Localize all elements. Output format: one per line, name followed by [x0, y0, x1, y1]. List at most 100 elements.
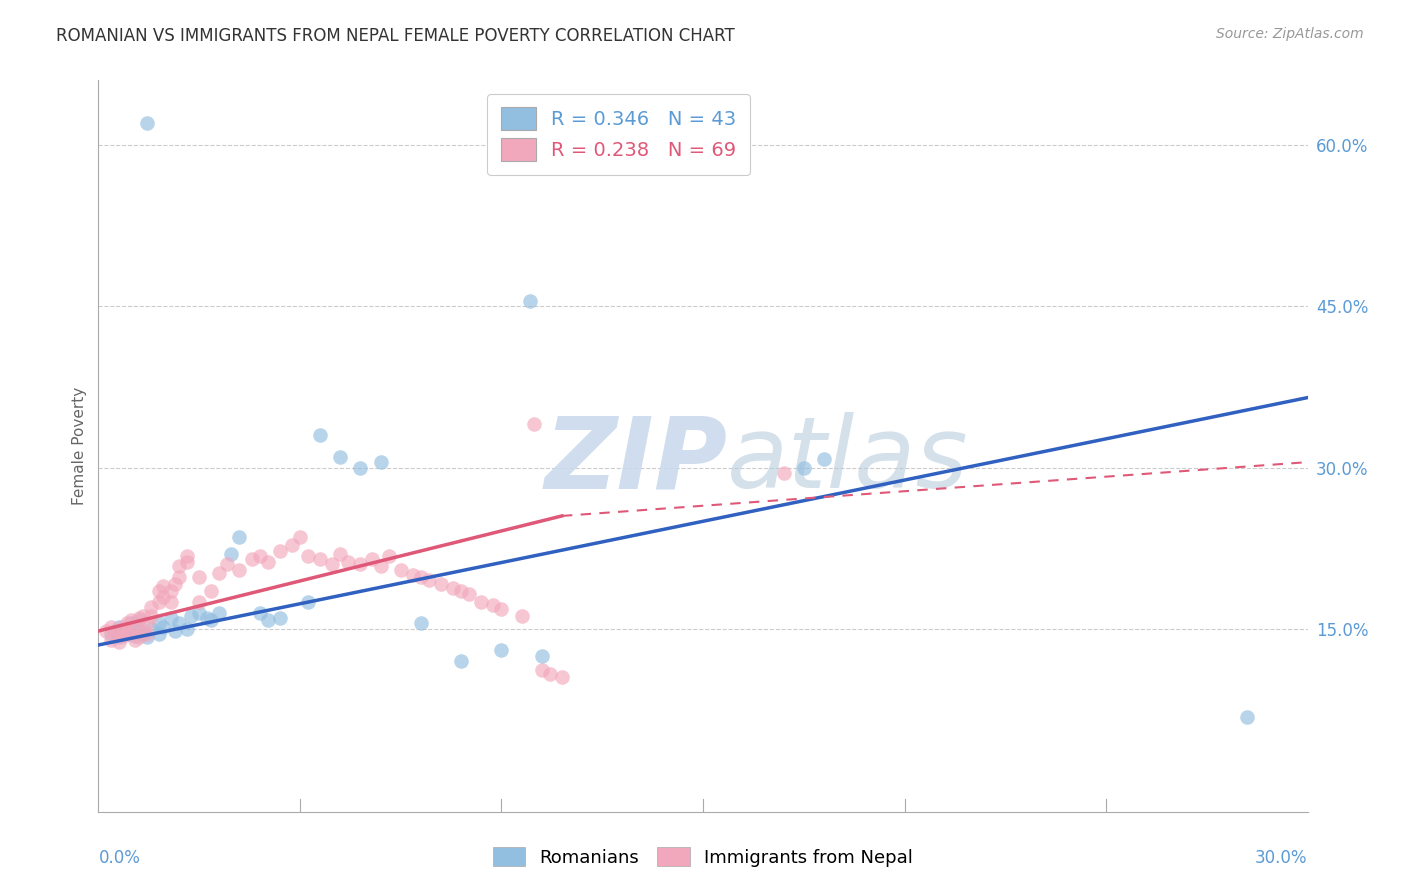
Point: [167, 570, 190, 584]
Point: [329, 547, 352, 561]
Point: [510, 609, 533, 624]
Point: [772, 466, 794, 480]
Point: [430, 576, 453, 591]
Point: [148, 584, 170, 599]
Point: [377, 549, 399, 563]
Point: [491, 643, 513, 657]
Point: [200, 613, 222, 627]
Point: [115, 627, 138, 641]
Point: [195, 611, 218, 625]
Point: [240, 552, 263, 566]
Point: [115, 624, 138, 638]
Point: [135, 116, 157, 130]
Point: [148, 595, 170, 609]
Point: [160, 595, 183, 609]
Point: [167, 559, 190, 574]
Point: [100, 627, 122, 641]
Legend: R = 0.346   N = 43, R = 0.238   N = 69: R = 0.346 N = 43, R = 0.238 N = 69: [486, 94, 749, 175]
Point: [409, 616, 432, 631]
Point: [180, 609, 202, 624]
Point: [115, 616, 138, 631]
Legend: Romanians, Immigrants from Nepal: Romanians, Immigrants from Nepal: [485, 840, 921, 874]
Point: [176, 555, 198, 569]
Point: [139, 622, 162, 636]
Text: ROMANIAN VS IMMIGRANTS FROM NEPAL FEMALE POVERTY CORRELATION CHART: ROMANIAN VS IMMIGRANTS FROM NEPAL FEMALE…: [56, 27, 735, 45]
Y-axis label: Female Poverty: Female Poverty: [72, 387, 87, 505]
Point: [288, 530, 311, 544]
Point: [309, 552, 332, 566]
Point: [256, 555, 278, 569]
Point: [152, 620, 174, 634]
Point: [107, 620, 129, 634]
Text: ZIP: ZIP: [544, 412, 727, 509]
Point: [103, 627, 125, 641]
Point: [132, 627, 155, 641]
Point: [135, 616, 157, 631]
Point: [103, 624, 125, 638]
Point: [450, 654, 472, 668]
Point: [551, 670, 574, 684]
Point: [519, 293, 541, 308]
Point: [402, 568, 425, 582]
Point: [208, 566, 231, 580]
Point: [135, 631, 157, 645]
Point: [458, 587, 481, 601]
Point: [128, 611, 150, 625]
Point: [793, 460, 815, 475]
Point: [176, 549, 198, 563]
Point: [269, 611, 291, 625]
Point: [148, 616, 170, 631]
Point: [111, 620, 134, 634]
Point: [491, 602, 513, 616]
Point: [450, 584, 472, 599]
Point: [200, 584, 222, 599]
Point: [111, 622, 134, 636]
Point: [100, 620, 122, 634]
Point: [281, 538, 304, 552]
Point: [249, 549, 271, 563]
Point: [297, 549, 319, 563]
Point: [188, 595, 211, 609]
Point: [370, 559, 392, 574]
Point: [530, 648, 553, 663]
Point: [221, 547, 243, 561]
Point: [309, 428, 332, 442]
Point: [269, 544, 291, 558]
Point: [163, 624, 186, 638]
Point: [152, 590, 174, 604]
Point: [152, 579, 174, 593]
Point: [361, 552, 384, 566]
Point: [482, 598, 505, 612]
Point: [124, 629, 146, 643]
Point: [148, 627, 170, 641]
Point: [128, 624, 150, 638]
Point: [128, 613, 150, 627]
Point: [132, 624, 155, 638]
Point: [188, 606, 211, 620]
Text: 30.0%: 30.0%: [1256, 849, 1308, 867]
Point: [107, 631, 129, 645]
Point: [188, 570, 211, 584]
Point: [107, 624, 129, 638]
Point: [120, 613, 142, 627]
Point: [107, 634, 129, 648]
Point: [249, 606, 271, 620]
Point: [538, 667, 561, 681]
Point: [370, 455, 392, 469]
Text: 0.0%: 0.0%: [98, 849, 141, 867]
Point: [115, 624, 138, 638]
Point: [124, 632, 146, 647]
Point: [132, 609, 155, 624]
Point: [160, 584, 183, 599]
Point: [228, 563, 250, 577]
Point: [470, 595, 492, 609]
Point: [135, 627, 157, 641]
Point: [329, 450, 352, 464]
Point: [441, 581, 464, 595]
Point: [139, 609, 162, 624]
Point: [813, 451, 835, 466]
Point: [167, 616, 190, 631]
Point: [139, 600, 162, 615]
Point: [530, 663, 553, 677]
Point: [228, 530, 250, 544]
